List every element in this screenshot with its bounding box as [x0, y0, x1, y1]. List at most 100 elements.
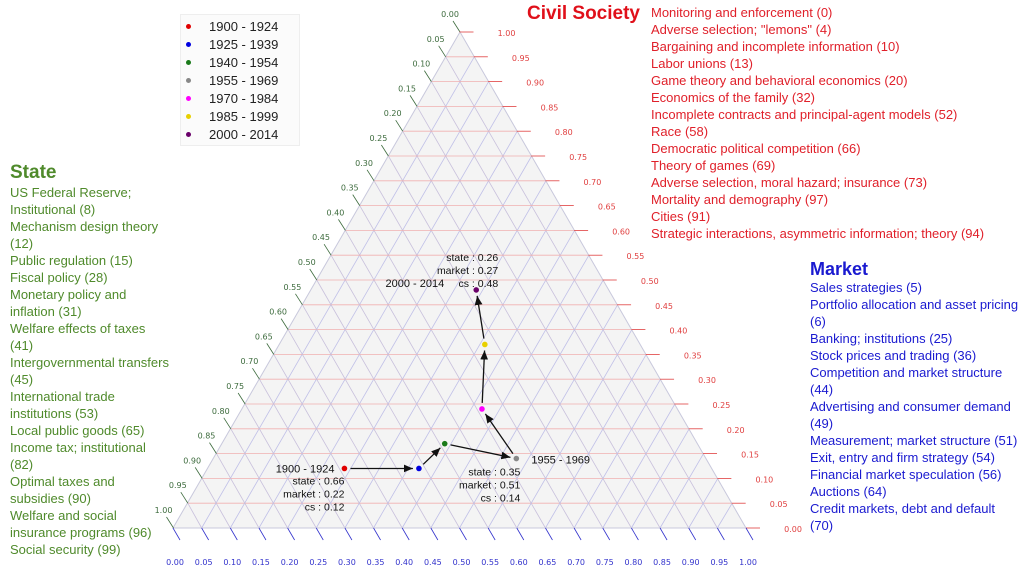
topic-item: Exit, entry and firm strategy (54) [810, 450, 995, 465]
tick-label-state: 1.00 [155, 506, 173, 515]
tick-label-cs: 0.50 [641, 277, 659, 286]
data-point [479, 406, 485, 412]
legend-marker [186, 113, 191, 119]
tick-state [166, 516, 174, 529]
grid-line-market [315, 155, 532, 529]
tick-label-cs: 0.40 [669, 327, 687, 336]
legend-item: 1955 - 1969 [181, 71, 299, 89]
tick-label-state: 0.15 [398, 84, 416, 93]
tick-label-state: 0.70 [241, 357, 259, 366]
tick-label-market: 0.75 [596, 558, 614, 567]
grid-line-state [187, 503, 202, 529]
market-topics: Market Sales strategies (5) Portfolio all… [810, 260, 1020, 534]
grid-line-market [516, 329, 633, 529]
tick-market [745, 527, 754, 541]
trajectory-arrow [450, 444, 511, 460]
tick-state [180, 491, 189, 504]
trajectory-arrow [484, 413, 514, 454]
grid-line-state [216, 453, 260, 529]
topic-item: Stock prices and trading (36) [810, 348, 977, 363]
grid-line-market [373, 205, 561, 529]
grid-line-market [688, 478, 719, 529]
tick-label-market: 0.85 [653, 558, 671, 567]
topic-item: Game theory and behavioral economics (20… [651, 73, 908, 88]
legend-label: 1970 - 1984 [209, 90, 279, 106]
grid-line-market [573, 378, 661, 529]
tick-label-market: 1.00 [739, 558, 757, 567]
topic-item: Cities (91) [651, 209, 711, 224]
tick-state [209, 442, 217, 454]
tick-market [659, 527, 668, 541]
grid-line-state [330, 255, 489, 529]
tick-label-cs: 0.15 [741, 451, 759, 460]
tick-label-cs: 0.30 [698, 376, 716, 385]
tick-label-cs: 0.55 [627, 252, 645, 261]
tick-state [438, 45, 447, 58]
legend-label: 1925 - 1939 [209, 36, 279, 52]
tick-label-cs: 0.80 [555, 128, 573, 137]
tick-label-state: 0.85 [198, 432, 216, 441]
tick-label-state: 0.80 [212, 407, 230, 416]
topic-item: Incomplete contracts and principal-agent… [651, 107, 958, 122]
topic-item: Competition and market structure (44) [810, 365, 1003, 397]
annotation-value: cs : 0.12 [305, 501, 345, 513]
tick-label-state: 0.20 [384, 109, 402, 118]
grid-line-market [258, 106, 504, 529]
tick-label-market: 0.00 [166, 558, 184, 567]
tick-label-state: 0.35 [341, 184, 359, 193]
grid-line-market [201, 56, 475, 529]
tick-label-state: 0.90 [183, 456, 201, 465]
tick-label-market: 0.95 [710, 558, 728, 567]
topic-item: Advertising and consumer demand (49) [810, 399, 1011, 431]
topic-item: Bargaining and incomplete information (1… [651, 39, 900, 54]
grid-line-market [631, 428, 690, 529]
tick-state [395, 119, 404, 132]
annotation-period: 2000 - 2014 [386, 278, 445, 290]
topic-item: Social security (99) [10, 542, 121, 557]
legend-marker [186, 23, 191, 29]
legend-marker [186, 41, 191, 47]
grid-line-state [287, 329, 403, 529]
annotation-value: state : 0.26 [446, 252, 498, 264]
tick-label-cs: 0.95 [512, 54, 530, 63]
tick-market [172, 527, 181, 541]
topic-item: Monetary policy and inflation (31) [10, 287, 127, 319]
topic-item: Race (58) [651, 124, 709, 139]
topic-item: Welfare effects of taxes (41) [10, 321, 146, 353]
tick-state [237, 392, 246, 405]
topic-item: Credit markets, debt and default (70) [810, 501, 995, 533]
tick-market [545, 527, 553, 541]
annotation-value: market : 0.22 [283, 488, 344, 500]
legend-label: 1955 - 1969 [209, 72, 279, 88]
tick-label-cs: 0.65 [598, 203, 616, 212]
topic-item: US Federal Reserve; Institutional (8) [10, 185, 132, 217]
grid-line-state [359, 205, 546, 529]
tick-label-state: 0.05 [427, 35, 445, 44]
grid-line-state [244, 403, 317, 529]
tick-label-cs: 0.25 [712, 401, 730, 410]
tick-market [602, 527, 611, 541]
grid-line-state [445, 56, 718, 529]
tick-label-state: 0.45 [312, 233, 330, 242]
annotation-value: cs : 0.14 [481, 493, 521, 505]
legend-item: 2000 - 2014 [181, 125, 299, 143]
tick-label-market: 0.70 [567, 558, 585, 567]
tick-state [338, 219, 346, 231]
grid-line-state [230, 428, 288, 529]
annotation-value: cs : 0.48 [459, 278, 499, 290]
tick-label-market: 0.30 [338, 558, 356, 567]
topic-item: Strategic interactions, asymmetric infor… [651, 226, 985, 241]
topic-item: Theory of games (69) [651, 158, 776, 173]
topic-item: Portfolio allocation and asset pricing (… [810, 297, 1019, 329]
legend-label: 1900 - 1924 [209, 18, 279, 34]
tick-state [381, 144, 389, 157]
tick-label-state: 0.10 [412, 60, 430, 69]
tick-label-state: 0.25 [369, 134, 387, 143]
topic-item: Economics of the family (32) [651, 90, 816, 105]
trajectory-arrow [480, 350, 489, 403]
state-topics: State US Federal Reserve; Institutional … [10, 162, 170, 558]
tick-state [352, 194, 361, 206]
trajectory-arrow [474, 295, 485, 339]
tick-market [201, 527, 209, 541]
